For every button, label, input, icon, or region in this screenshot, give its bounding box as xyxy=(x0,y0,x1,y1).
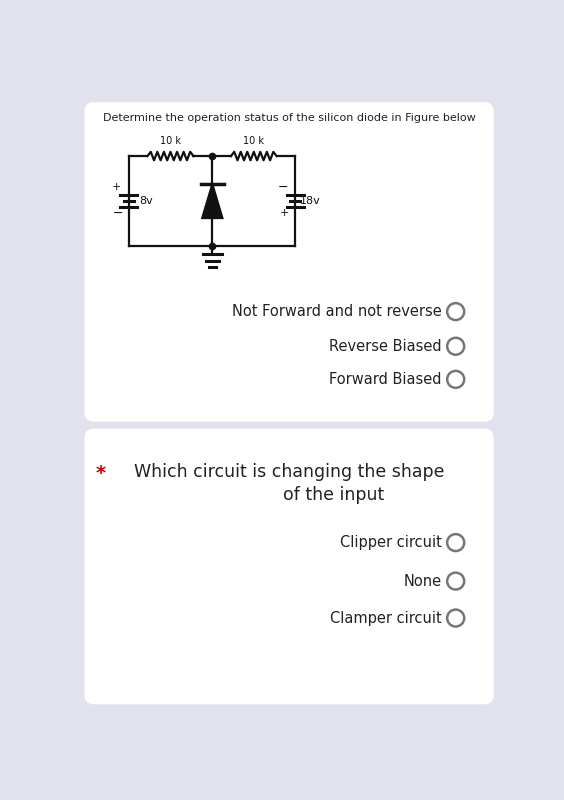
Text: Reverse Biased: Reverse Biased xyxy=(329,338,442,354)
Text: Determine the operation status of the silicon diode in Figure below: Determine the operation status of the si… xyxy=(103,113,475,123)
Text: 10 k: 10 k xyxy=(243,136,265,146)
Text: −: − xyxy=(277,181,288,194)
Text: +: + xyxy=(280,209,289,218)
Text: Clipper circuit: Clipper circuit xyxy=(340,535,442,550)
Text: Clamper circuit: Clamper circuit xyxy=(330,610,442,626)
Text: −: − xyxy=(113,207,123,220)
FancyBboxPatch shape xyxy=(85,429,494,704)
Text: Which circuit is changing the shape: Which circuit is changing the shape xyxy=(134,462,444,481)
Text: *: * xyxy=(96,464,106,482)
Text: Forward Biased: Forward Biased xyxy=(329,372,442,387)
Text: None: None xyxy=(404,574,442,589)
Polygon shape xyxy=(202,184,222,218)
Text: 10 k: 10 k xyxy=(160,136,181,146)
Text: +: + xyxy=(112,182,121,192)
Text: 8v: 8v xyxy=(139,196,153,206)
Text: 18v: 18v xyxy=(300,196,321,206)
FancyBboxPatch shape xyxy=(85,102,494,422)
Text: of the input: of the input xyxy=(283,486,385,504)
Text: Not Forward and not reverse: Not Forward and not reverse xyxy=(232,304,442,319)
